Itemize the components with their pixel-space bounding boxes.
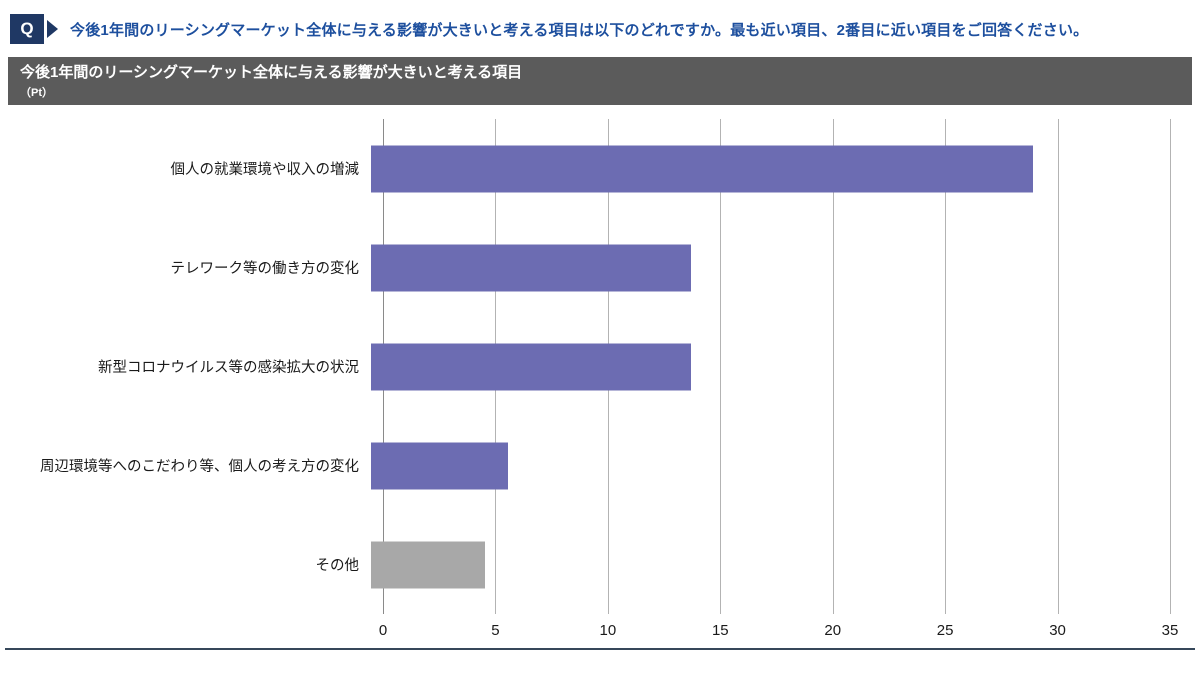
bar: [371, 442, 508, 489]
bar: [371, 244, 691, 291]
grid-line: [832, 119, 834, 614]
category-label: テレワーク等の働き方の変化: [170, 261, 360, 277]
x-tick-label: 5: [491, 622, 500, 639]
category-label: 個人の就業環境や収入の増減: [170, 162, 360, 178]
bar: [371, 145, 1034, 192]
question-arrow-icon: [47, 20, 58, 38]
question-row: Q 今後1年間のリーシングマーケット全体に与える影響が大きいと考える項目は以下の…: [0, 0, 1200, 44]
chart-row: 新型コロナウイルス等の感染拡大の状況: [0, 317, 1170, 416]
x-tick-label: 15: [711, 622, 729, 639]
grid-line: [1170, 119, 1171, 614]
x-tick-label: 10: [599, 622, 617, 639]
bar-area: [371, 416, 1170, 515]
chart-row: 周辺環境等へのこだわり等、個人の考え方の変化: [0, 416, 1170, 515]
chart-panel-header: 今後1年間のリーシングマーケット全体に与える影響が大きいと考える項目 （Pt）: [8, 57, 1192, 105]
chart-row: その他: [0, 515, 1170, 614]
x-tick-label: 20: [824, 622, 842, 639]
bar-area: [371, 515, 1170, 614]
bar: [371, 541, 486, 588]
chart-row: テレワーク等の働き方の変化: [0, 218, 1170, 317]
bar-area: [371, 317, 1170, 416]
chart-title: 今後1年間のリーシングマーケット全体に与える影響が大きいと考える項目: [20, 64, 523, 81]
bar-area: [371, 119, 1170, 218]
question-text: 今後1年間のリーシングマーケット全体に与える影響が大きいと考える項目は以下のどれ…: [70, 21, 1089, 39]
x-axis-ticks: 0 5 10 15 20 25 30 35: [379, 616, 1179, 642]
grid-line: [945, 119, 947, 614]
grid-line: [1057, 119, 1059, 614]
x-tick-label: 0: [378, 622, 388, 639]
bar: [371, 343, 691, 390]
chart-row: 個人の就業環境や収入の増減: [0, 119, 1170, 218]
x-tick-label: 35: [1161, 622, 1179, 639]
category-label: 周辺環境等へのこだわり等、個人の考え方の変化: [40, 459, 359, 475]
grid-line: [720, 119, 722, 614]
chart-rows: 個人の就業環境や収入の増減 テレワーク等の働き方の変化新型コロナウイルス等の感染拡…: [0, 119, 1170, 614]
bar-area: [371, 218, 1170, 317]
question-badge: Q: [10, 14, 44, 44]
bar-chart: 個人の就業環境や収入の増減 テレワーク等の働き方の変化新型コロナウイルス等の感染拡…: [0, 119, 1179, 642]
chart-unit-label: （Pt）: [20, 86, 53, 99]
bottom-divider: [5, 648, 1195, 650]
category-label: 新型コロナウイルス等の感染拡大の状況: [98, 360, 359, 376]
x-tick-label: 25: [936, 622, 954, 639]
category-label: その他: [315, 558, 360, 574]
x-tick-label: 30: [1049, 622, 1066, 639]
